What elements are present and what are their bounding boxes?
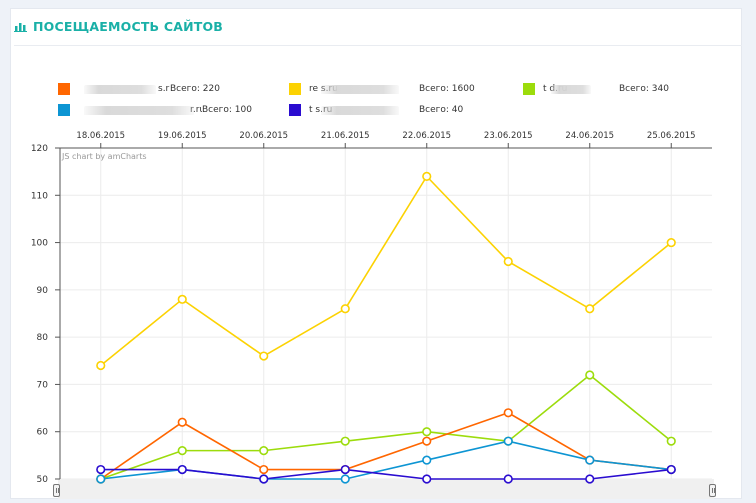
- data-point: [177, 417, 187, 427]
- y-tick-label: 120: [31, 144, 48, 154]
- data-point: [177, 464, 187, 475]
- chart-legend: s.ru Всего: 220 re s.ru Всего: 1600 t d.…: [46, 74, 736, 117]
- header-divider: [14, 45, 742, 46]
- legend-swatch: [289, 83, 301, 95]
- legend-item[interactable]: r.ru Всего: 100: [58, 103, 252, 117]
- data-point: [422, 455, 432, 465]
- amcharts-watermark: JS chart by amCharts: [61, 152, 147, 161]
- legend-total: Всего: 100: [202, 105, 252, 115]
- y-tick-label: 90: [37, 286, 49, 296]
- y-tick-label: 70: [37, 380, 49, 390]
- bar-chart-icon: [14, 23, 27, 32]
- data-point: [666, 464, 676, 475]
- y-tick-label: 100: [31, 239, 48, 249]
- widget-header: ПОСЕЩАЕМОСТЬ САЙТОВ: [14, 16, 223, 36]
- data-point: [666, 436, 676, 446]
- data-point: [96, 474, 106, 484]
- legend-swatch: [289, 104, 301, 116]
- scrollbar-left-handle[interactable]: [53, 484, 60, 497]
- data-point: [585, 370, 595, 380]
- legend-item[interactable]: t s.ru Всего: 40: [289, 103, 463, 117]
- legend-swatch: [523, 83, 535, 95]
- data-point: [503, 256, 513, 267]
- legend-swatch: [58, 104, 70, 116]
- x-tick-label: 21.06.2015: [321, 131, 370, 141]
- x-tick-label: 25.06.2015: [647, 131, 696, 141]
- data-point: [422, 436, 432, 446]
- y-tick-label: 60: [37, 428, 49, 438]
- data-point: [259, 464, 269, 475]
- series-line: [100, 373, 672, 480]
- x-tick-label: 24.06.2015: [565, 131, 614, 141]
- x-tick-label: 20.06.2015: [239, 131, 288, 141]
- data-point: [259, 351, 269, 361]
- data-point: [177, 446, 187, 456]
- data-point: [340, 304, 350, 314]
- legend-total: Всего: 340: [619, 84, 669, 94]
- legend-swatch: [58, 83, 70, 95]
- scrollbar-track: [58, 479, 714, 499]
- scrollbar-right-handle[interactable]: [709, 484, 716, 497]
- data-point: [96, 464, 106, 475]
- data-point: [503, 436, 513, 446]
- y-tick-label: 50: [37, 475, 49, 485]
- data-point: [503, 408, 513, 418]
- x-tick-label: 22.06.2015: [402, 131, 451, 141]
- data-point: [259, 446, 269, 456]
- x-tick-label: 23.06.2015: [484, 131, 533, 141]
- x-tick-label: 18.06.2015: [76, 131, 125, 141]
- data-point: [340, 474, 350, 484]
- data-point: [340, 436, 350, 446]
- series-line: [100, 411, 672, 480]
- series-line: [100, 468, 672, 480]
- legend-item[interactable]: t d.ru Всего: 340: [523, 82, 669, 96]
- legend-total: Всего: 220: [170, 84, 220, 94]
- legend-label: r.ru: [190, 105, 202, 115]
- y-tick-label: 110: [31, 191, 48, 201]
- data-point: [96, 360, 106, 371]
- data-point: [585, 304, 595, 314]
- legend-label: t s.ru: [309, 105, 332, 115]
- data-point: [585, 455, 595, 465]
- data-point: [585, 474, 595, 484]
- x-tick-label: 19.06.2015: [158, 131, 207, 141]
- legend-item[interactable]: s.ru Всего: 220: [58, 82, 220, 96]
- data-point: [177, 294, 187, 304]
- legend-total: Всего: 40: [419, 105, 464, 115]
- data-point: [340, 464, 350, 475]
- data-point: [259, 474, 269, 484]
- data-point: [422, 474, 432, 484]
- data-point: [503, 474, 513, 484]
- y-tick-label: 80: [37, 333, 49, 343]
- widget-title: ПОСЕЩАЕМОСТЬ САЙТОВ: [33, 18, 224, 34]
- data-point: [422, 427, 432, 437]
- legend-label: s.ru: [158, 84, 170, 94]
- legend-total: Всего: 1600: [419, 84, 475, 94]
- data-point: [422, 171, 432, 181]
- series-line: [100, 175, 672, 367]
- legend-item[interactable]: re s.ru Всего: 1600: [289, 82, 475, 96]
- data-point: [666, 237, 676, 248]
